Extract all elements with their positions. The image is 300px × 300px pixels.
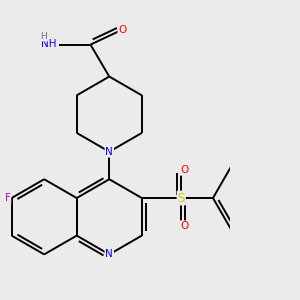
- Text: S: S: [178, 191, 185, 205]
- Text: O: O: [118, 25, 127, 34]
- Text: O: O: [180, 221, 188, 231]
- Text: N: N: [105, 147, 113, 157]
- Text: N: N: [105, 249, 113, 260]
- Text: O: O: [180, 165, 188, 175]
- Text: H: H: [40, 32, 47, 41]
- Text: F: F: [4, 193, 10, 203]
- Text: NH: NH: [41, 39, 56, 49]
